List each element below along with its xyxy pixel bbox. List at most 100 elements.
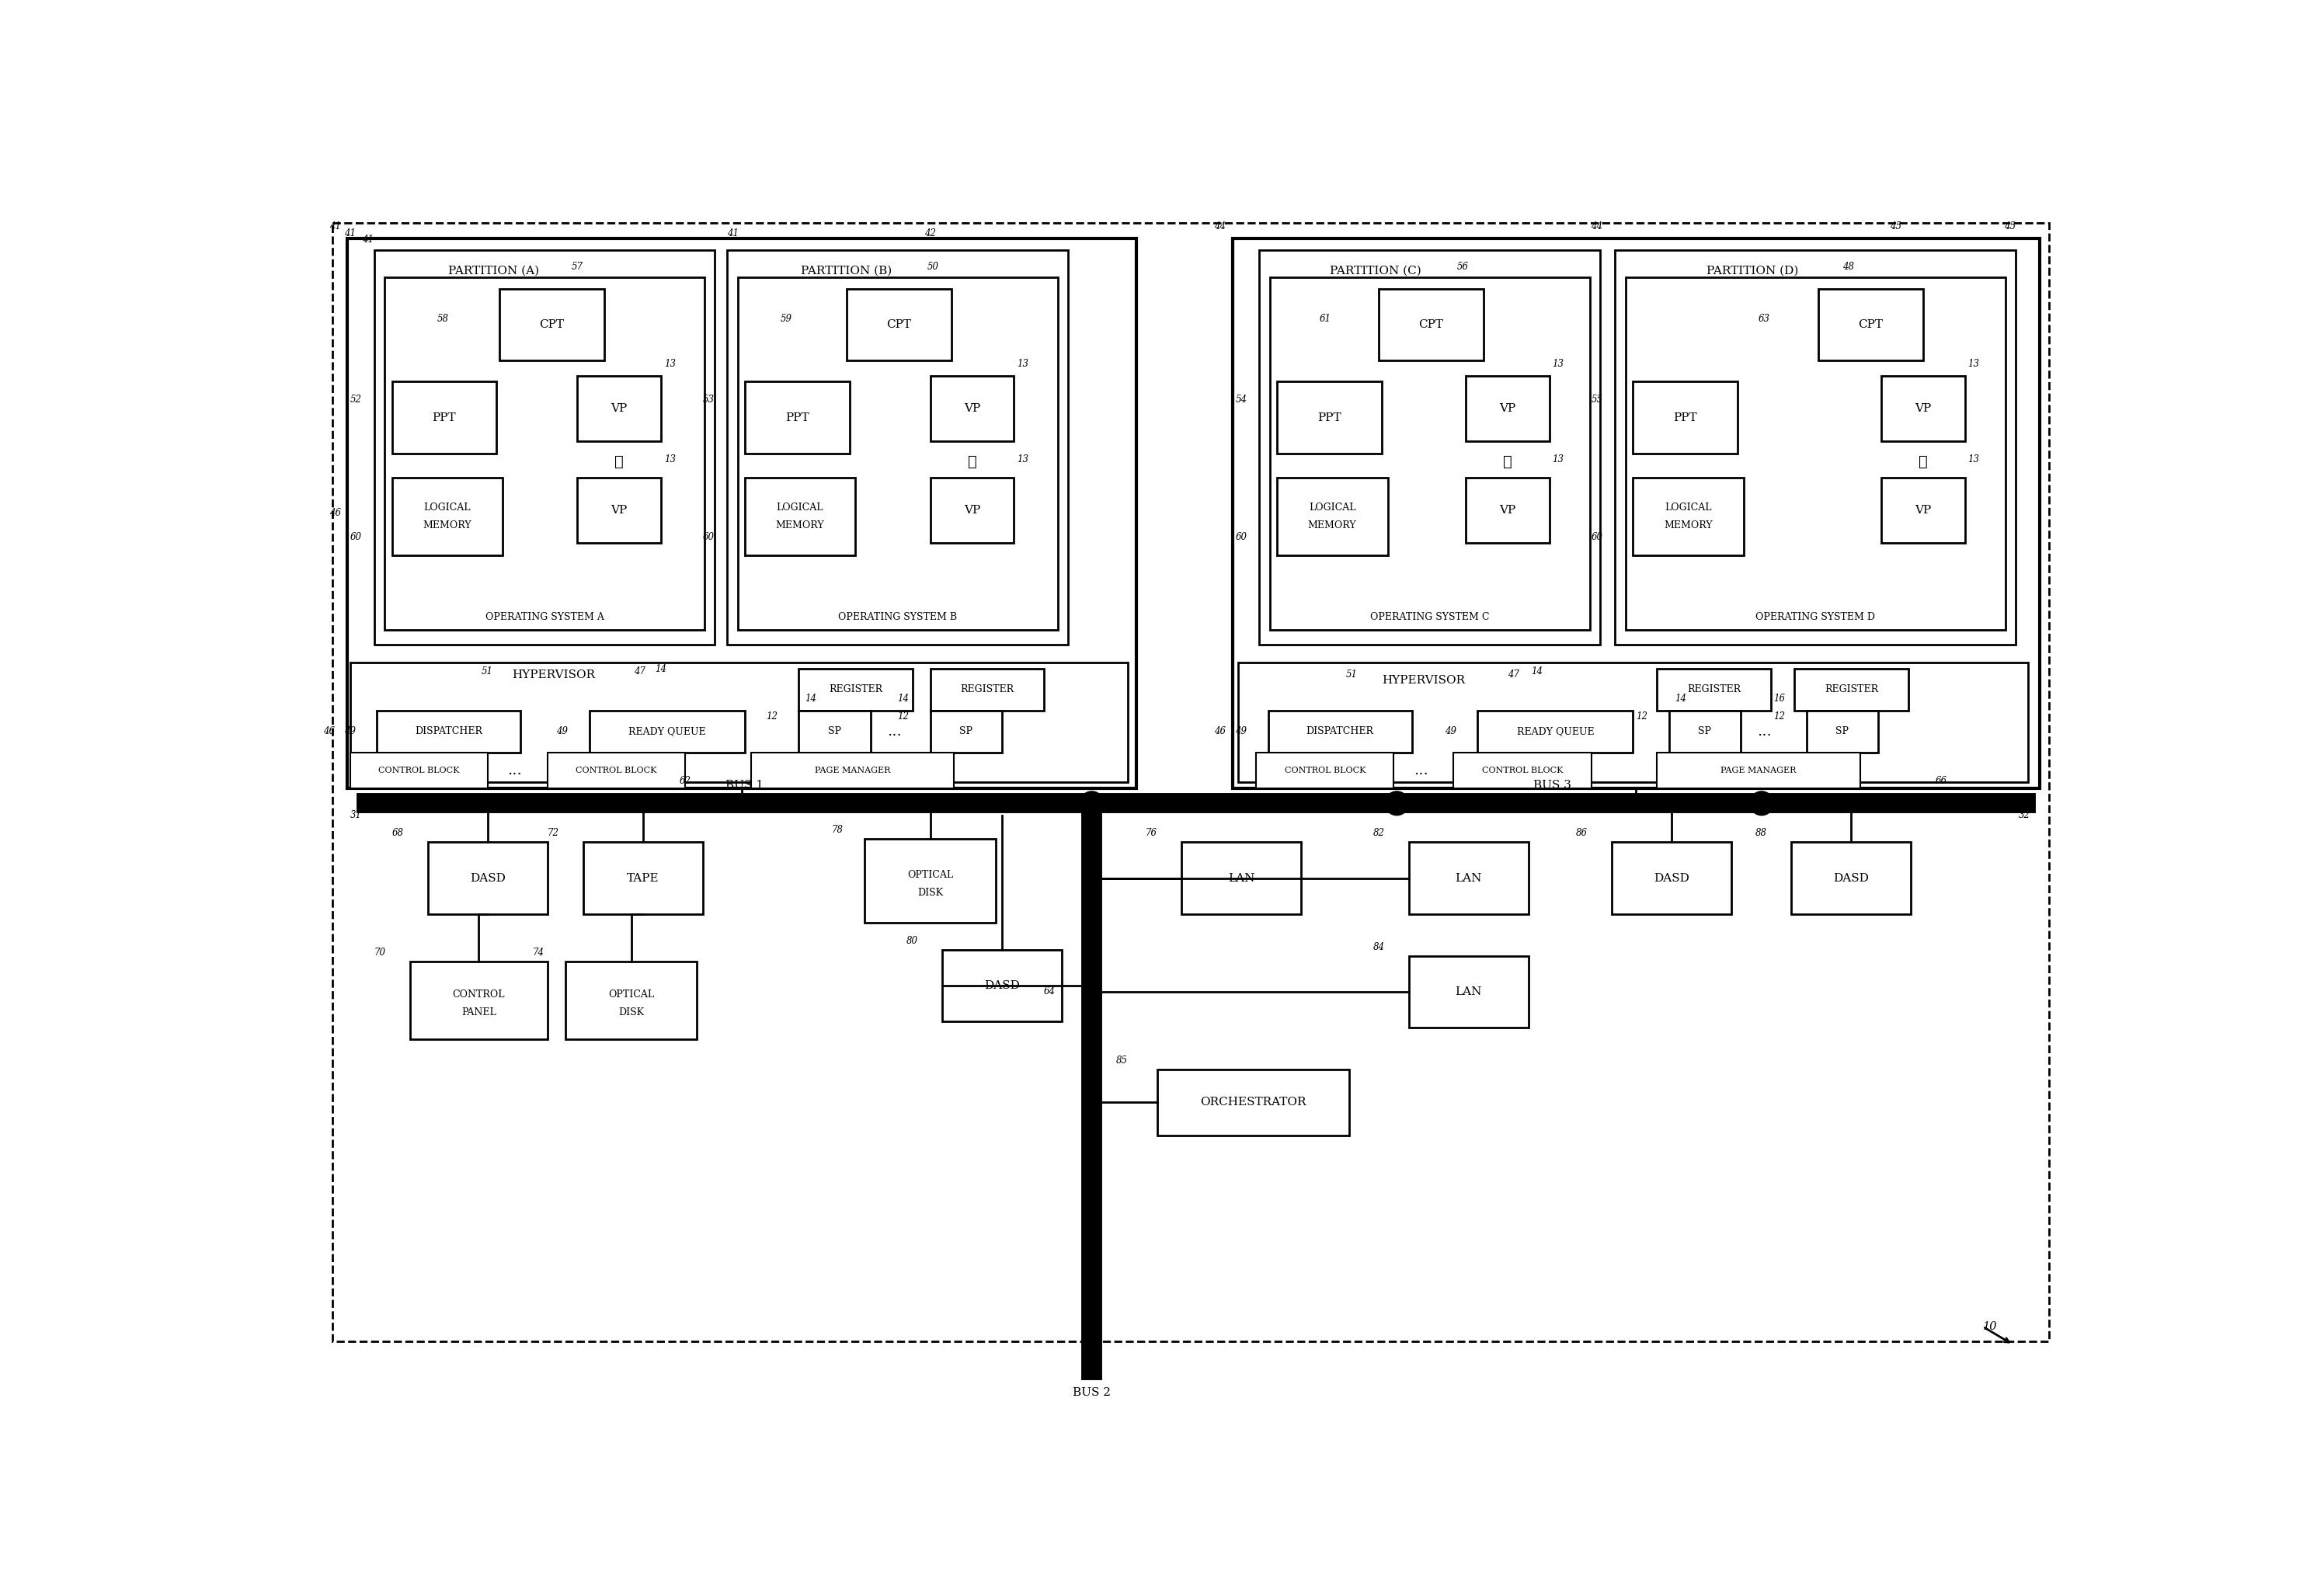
FancyBboxPatch shape <box>1613 842 1731 914</box>
FancyBboxPatch shape <box>565 961 697 1039</box>
Text: 13: 13 <box>1018 358 1030 370</box>
Text: 74: 74 <box>532 948 544 958</box>
Circle shape <box>1085 979 1099 993</box>
FancyBboxPatch shape <box>1880 477 1966 542</box>
FancyBboxPatch shape <box>1478 711 1634 752</box>
Text: 12: 12 <box>767 712 779 722</box>
Text: ...: ... <box>888 725 902 739</box>
Text: 85: 85 <box>1116 1055 1127 1066</box>
FancyBboxPatch shape <box>737 278 1057 630</box>
Text: 51: 51 <box>1346 669 1357 680</box>
Text: 52: 52 <box>351 395 363 404</box>
Text: 86: 86 <box>1576 828 1587 839</box>
Text: LAN: LAN <box>1455 872 1483 883</box>
Text: MEMORY: MEMORY <box>776 520 825 530</box>
FancyBboxPatch shape <box>1257 752 1394 788</box>
Text: REGISTER: REGISTER <box>830 685 883 695</box>
Circle shape <box>1085 1096 1099 1110</box>
Text: DASD: DASD <box>1655 872 1690 883</box>
Text: TAPE: TAPE <box>627 872 660 883</box>
FancyBboxPatch shape <box>1634 382 1738 454</box>
Text: 47: 47 <box>634 666 646 677</box>
Text: 13: 13 <box>665 455 676 465</box>
Text: 16: 16 <box>1687 795 1699 806</box>
FancyBboxPatch shape <box>1669 711 1741 752</box>
Circle shape <box>1085 985 1099 999</box>
Text: ⋮: ⋮ <box>1504 455 1513 469</box>
Text: DISK: DISK <box>918 888 944 898</box>
Text: PARTITION (C): PARTITION (C) <box>1329 265 1422 276</box>
Text: 62: 62 <box>679 776 690 785</box>
FancyBboxPatch shape <box>746 477 855 555</box>
Text: DASD: DASD <box>469 872 507 883</box>
Text: CONTROL BLOCK: CONTROL BLOCK <box>1285 766 1367 774</box>
Text: 15: 15 <box>781 795 792 806</box>
FancyBboxPatch shape <box>1269 711 1411 752</box>
FancyBboxPatch shape <box>1278 477 1387 555</box>
Text: VP: VP <box>611 403 627 414</box>
Text: MEMORY: MEMORY <box>1664 520 1713 530</box>
Text: PARTITION (B): PARTITION (B) <box>802 265 892 276</box>
FancyBboxPatch shape <box>393 382 497 454</box>
Text: 14: 14 <box>655 663 667 674</box>
Text: CPT: CPT <box>539 319 565 330</box>
FancyBboxPatch shape <box>1466 376 1550 441</box>
Text: VP: VP <box>1915 504 1931 515</box>
FancyBboxPatch shape <box>865 839 997 923</box>
FancyBboxPatch shape <box>1657 752 1859 788</box>
Circle shape <box>1750 791 1773 815</box>
Text: 32: 32 <box>2020 810 2031 820</box>
Text: 60: 60 <box>702 533 716 542</box>
FancyBboxPatch shape <box>365 241 1132 660</box>
Text: 14: 14 <box>804 693 816 704</box>
FancyBboxPatch shape <box>576 376 660 441</box>
FancyBboxPatch shape <box>751 752 955 788</box>
Text: ...: ... <box>507 763 523 777</box>
Text: BUS 3: BUS 3 <box>1534 780 1571 791</box>
Text: 72: 72 <box>548 828 560 839</box>
Text: 46: 46 <box>323 726 335 736</box>
Text: MEMORY: MEMORY <box>423 520 472 530</box>
Text: REGISTER: REGISTER <box>960 685 1013 695</box>
Text: PAGE MANAGER: PAGE MANAGER <box>1720 766 1796 774</box>
Text: 45: 45 <box>2003 220 2015 232</box>
FancyBboxPatch shape <box>346 238 1136 788</box>
FancyBboxPatch shape <box>332 224 2050 1342</box>
FancyBboxPatch shape <box>799 669 913 711</box>
Text: PARTITION (D): PARTITION (D) <box>1706 265 1799 276</box>
Text: 13: 13 <box>1552 455 1564 465</box>
FancyBboxPatch shape <box>351 752 488 788</box>
FancyBboxPatch shape <box>1817 289 1924 360</box>
FancyBboxPatch shape <box>846 289 951 360</box>
Text: 49: 49 <box>1446 726 1457 736</box>
Text: 16: 16 <box>1773 693 1785 704</box>
Text: LAN: LAN <box>1455 986 1483 998</box>
FancyBboxPatch shape <box>1794 669 1908 711</box>
Text: 44: 44 <box>1592 220 1604 232</box>
FancyBboxPatch shape <box>1269 278 1590 630</box>
Text: 53: 53 <box>702 395 716 404</box>
Text: LOGICAL: LOGICAL <box>776 503 823 512</box>
Text: 50: 50 <box>927 262 939 271</box>
Text: 70: 70 <box>374 948 386 958</box>
Text: DISK: DISK <box>618 1007 644 1018</box>
Text: LOGICAL: LOGICAL <box>1308 503 1355 512</box>
Text: SP: SP <box>960 726 974 736</box>
Text: VP: VP <box>611 504 627 515</box>
Text: 41: 41 <box>363 235 374 244</box>
Text: VP: VP <box>1499 504 1515 515</box>
Text: 60: 60 <box>1236 533 1248 542</box>
FancyBboxPatch shape <box>1806 711 1878 752</box>
FancyBboxPatch shape <box>376 711 521 752</box>
Text: VP: VP <box>1499 403 1515 414</box>
Text: 84: 84 <box>1373 942 1385 952</box>
FancyBboxPatch shape <box>590 711 746 752</box>
Text: 12: 12 <box>1636 712 1648 722</box>
FancyBboxPatch shape <box>1452 752 1592 788</box>
Text: 51: 51 <box>481 666 493 677</box>
Text: READY QUEUE: READY QUEUE <box>627 726 706 736</box>
Text: VP: VP <box>964 504 981 515</box>
Text: LAN: LAN <box>1227 872 1255 883</box>
FancyBboxPatch shape <box>1232 238 2040 788</box>
FancyBboxPatch shape <box>500 289 604 360</box>
